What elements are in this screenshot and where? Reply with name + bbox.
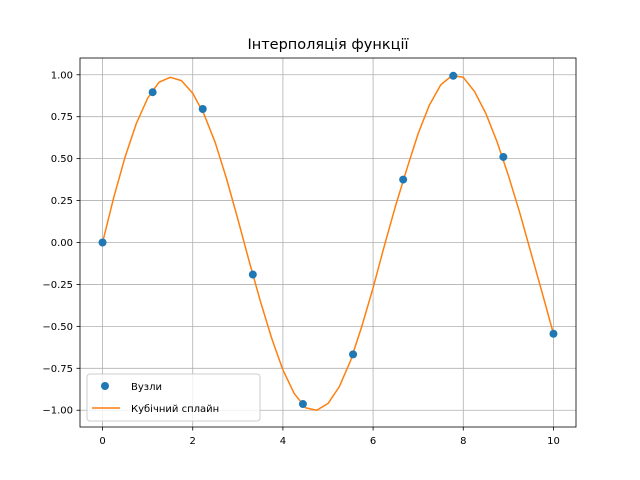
x-tick-label: 2	[190, 436, 196, 447]
x-tick-label: 6	[370, 436, 376, 447]
y-tick-label: 0.75	[51, 112, 73, 123]
chart-title: Інтерполяція функції	[247, 37, 409, 53]
grid-layer	[80, 58, 576, 427]
data-point-node	[248, 270, 257, 279]
data-point-node	[98, 238, 107, 247]
legend-box	[86, 373, 261, 422]
y-tick-label: −1.00	[42, 406, 73, 417]
legend-label: Вузли	[131, 382, 162, 393]
data-point-node	[549, 329, 558, 338]
legend-label: Кубічний сплайн	[131, 403, 219, 415]
x-tick-label: 0	[99, 436, 105, 447]
y-tick-label: 0.00	[51, 238, 73, 249]
data-point-node	[198, 104, 207, 113]
y-tick-label: 0.50	[51, 154, 73, 165]
data-point-node	[148, 88, 157, 97]
data-point-node	[349, 350, 358, 359]
x-tick-label: 8	[460, 436, 466, 447]
y-tick-label: 1.00	[51, 70, 73, 81]
y-tick-label: −0.75	[42, 364, 73, 375]
y-tick-label: −0.25	[42, 280, 73, 291]
x-tick-label: 4	[280, 436, 286, 447]
series-layer	[98, 71, 558, 411]
legend: Вузли Кубічний сплайн	[86, 373, 261, 422]
data-point-node	[449, 71, 458, 80]
data-point-node	[298, 400, 307, 409]
legend-marker-nodes	[101, 382, 109, 390]
y-tick-label: −0.50	[42, 322, 73, 333]
data-point-node	[499, 152, 508, 161]
data-point-node	[399, 175, 408, 184]
x-tick-label: 10	[547, 436, 560, 447]
series-line-spline	[101, 74, 555, 411]
axes-layer: 0 2 4 6 8 10 1.00 0.75 0.50 0.25 0.00 −0.25 −0.50 −0.…	[42, 57, 577, 447]
y-tick-label: 0.25	[51, 196, 73, 207]
